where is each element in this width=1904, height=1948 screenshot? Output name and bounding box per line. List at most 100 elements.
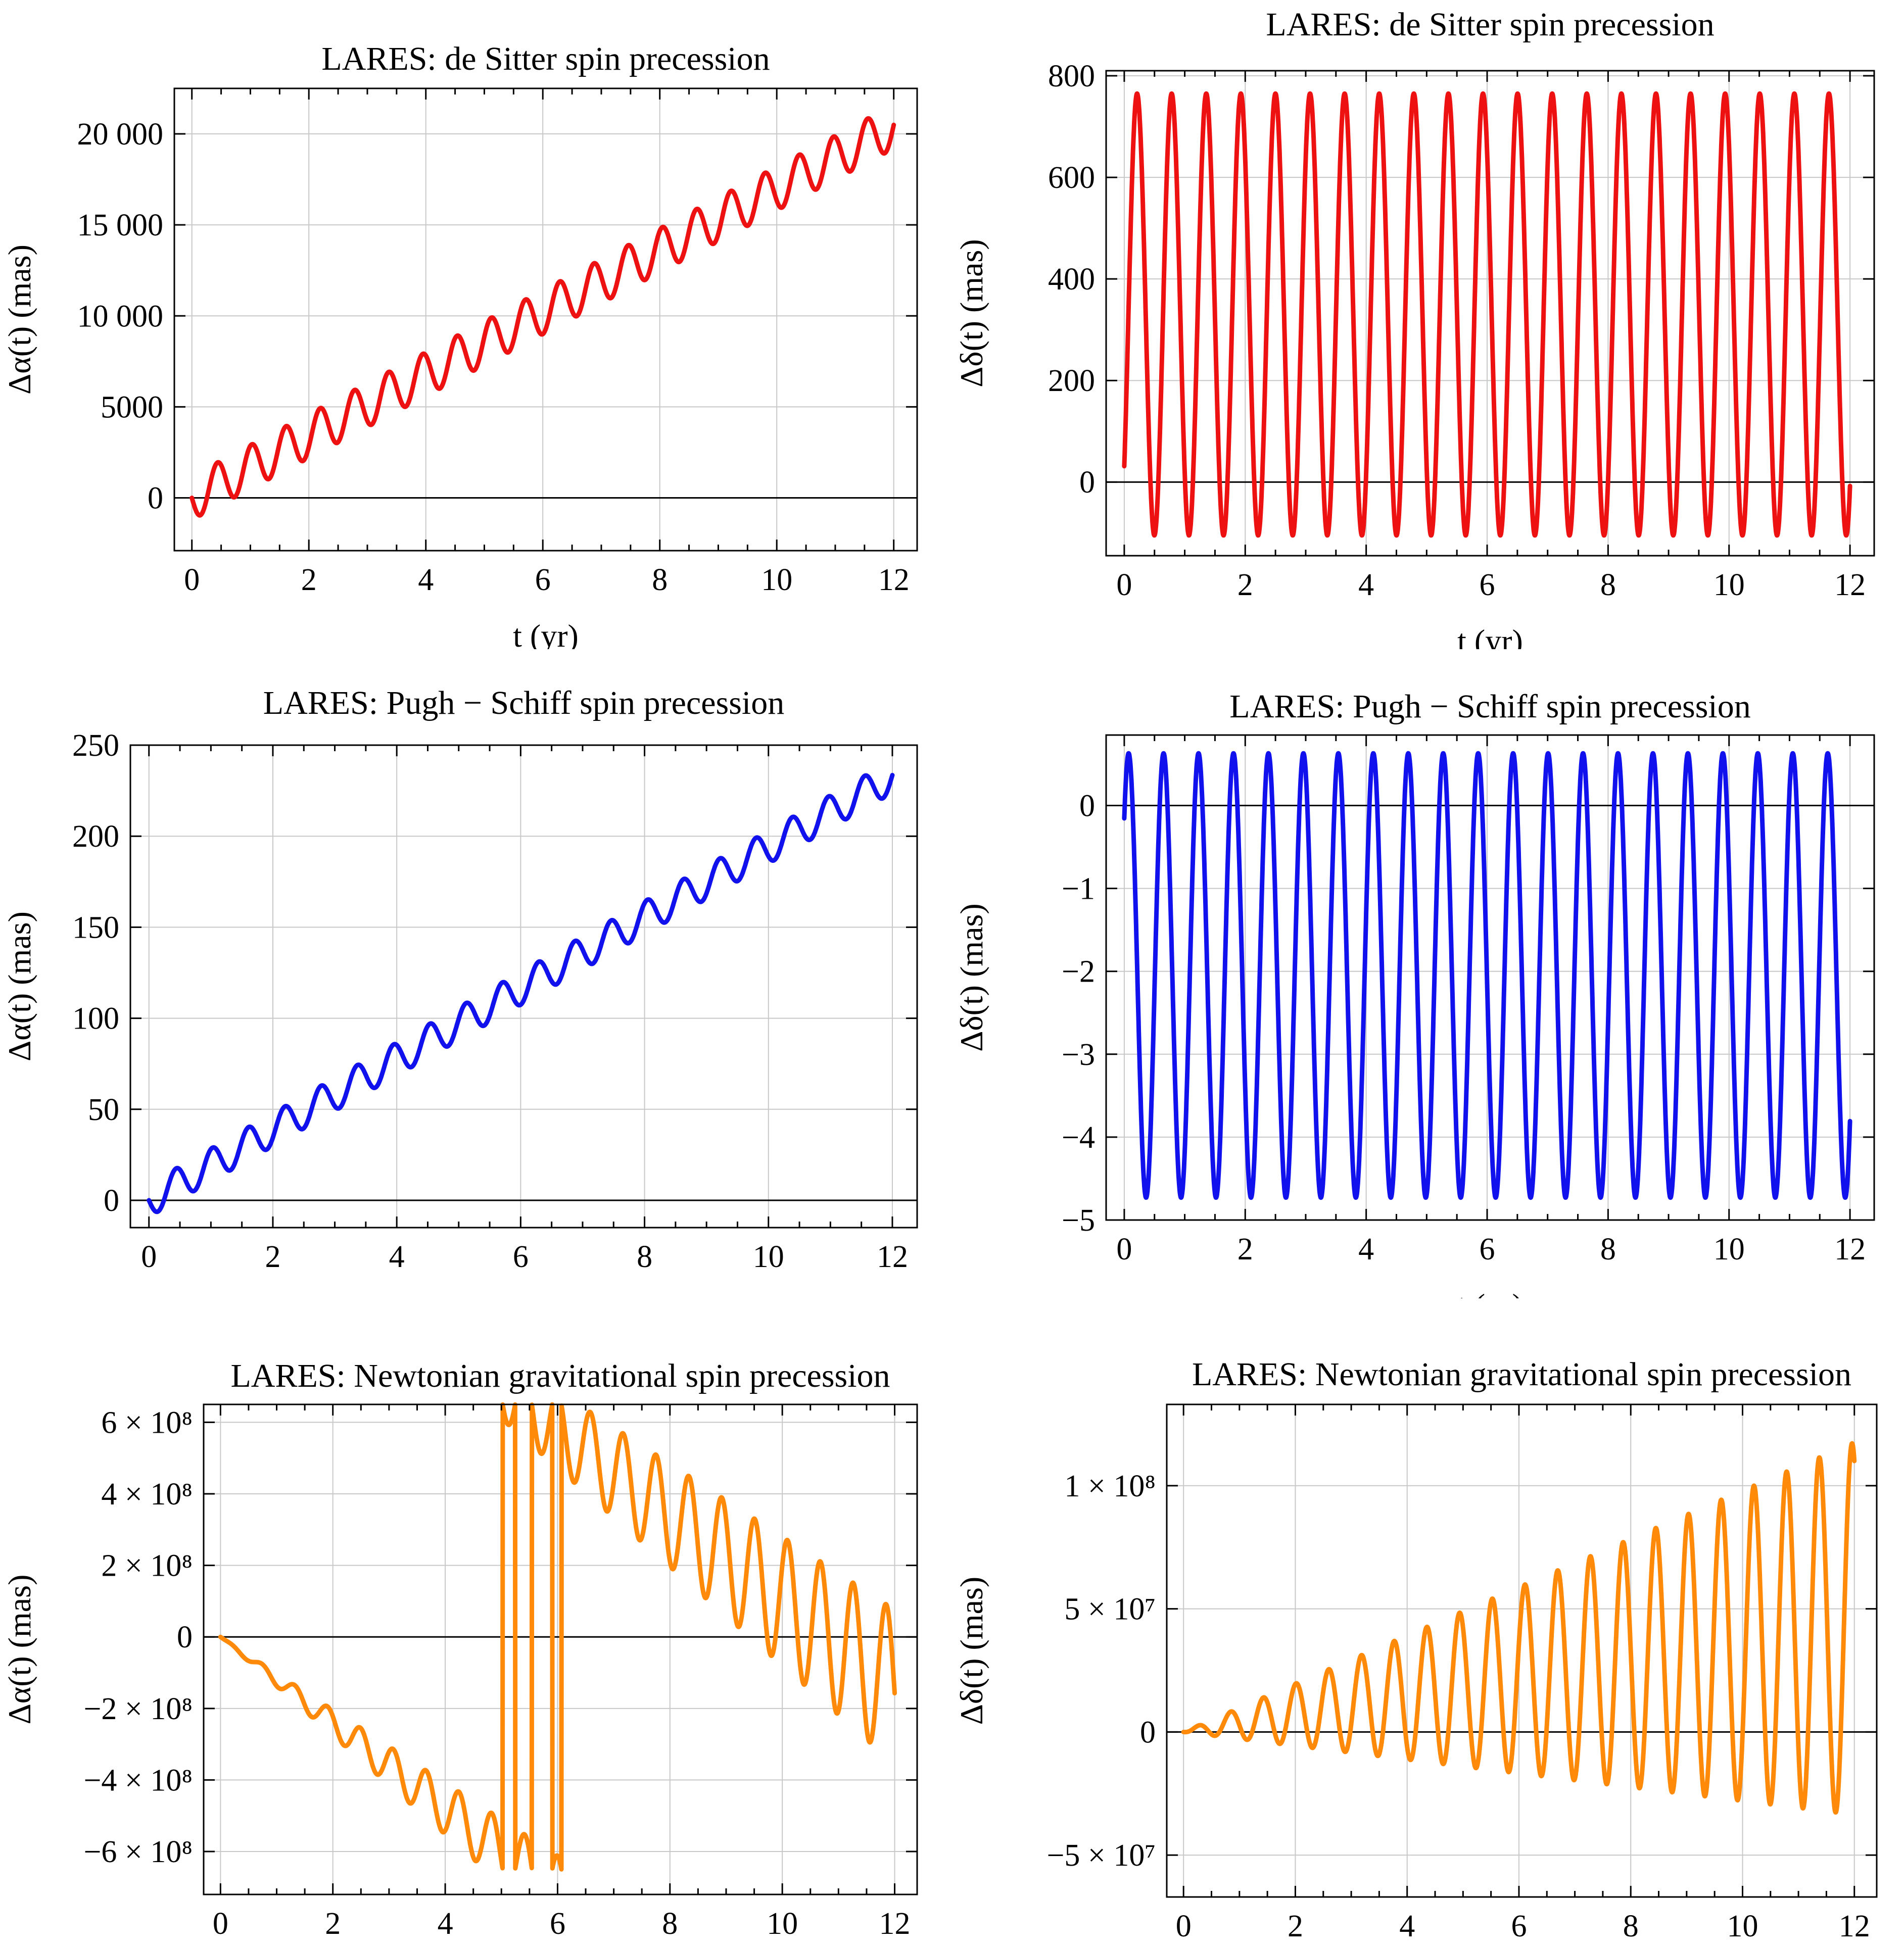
y-tick-label: 150 xyxy=(72,910,119,945)
x-tick-label: 8 xyxy=(1623,1909,1639,1943)
y-axis-label: Δα(t) (mas) xyxy=(2,245,37,395)
x-tick-label: 6 xyxy=(535,563,551,597)
chart-title: LARES: Newtonian gravitational spin prec… xyxy=(1192,1356,1851,1393)
y-tick-label: 100 xyxy=(72,1002,119,1036)
panel-ps-delta: LARES: Pugh − Schiff spin precession 0 2 4 6… xyxy=(954,688,1875,1298)
x-tick-label: 12 xyxy=(879,1907,911,1941)
y-axis-label: Δα(t) (mas) xyxy=(2,911,37,1061)
x-tick-label: 0 xyxy=(184,563,200,597)
y-tick-label: 0 xyxy=(1079,789,1095,823)
x-axis-label: t (yr) xyxy=(1457,1287,1523,1298)
y-tick-label: −2 × 10⁸ xyxy=(83,1692,193,1726)
y-tick-label: −4 × 10⁸ xyxy=(83,1763,193,1797)
y-tick-label: −5 xyxy=(1062,1203,1095,1238)
panel-nw-alpha: LARES: Newtonian gravitational spin prec… xyxy=(2,1357,918,1941)
x-tick-label: 4 xyxy=(389,1240,405,1274)
y-tick-label: −4 xyxy=(1062,1121,1095,1155)
x-tick-label: 0 xyxy=(1116,568,1132,602)
x-tick-label: 12 xyxy=(877,1240,908,1274)
y-tick-label: −6 × 10⁸ xyxy=(83,1835,193,1869)
plot-frame xyxy=(1105,734,1875,1221)
data-series-line xyxy=(1122,91,1852,538)
y-tick-label: −2 xyxy=(1062,955,1095,989)
x-tick-label: 2 xyxy=(301,563,317,597)
y-tick-label: 0 xyxy=(1079,465,1095,500)
panel-ps-alpha: LARES: Pugh − Schiff spin precession 0 2 4 6… xyxy=(2,685,918,1298)
x-tick-label: 12 xyxy=(1834,1232,1866,1267)
plot-frame xyxy=(173,87,918,552)
chart-title: LARES: Newtonian gravitational spin prec… xyxy=(230,1357,890,1394)
data-series-line xyxy=(189,116,896,518)
chart-title: LARES: de Sitter spin precession xyxy=(1266,6,1714,43)
data-series-line xyxy=(218,1402,897,1872)
x-tick-label: 4 xyxy=(1399,1909,1415,1943)
x-tick-label: 0 xyxy=(141,1240,157,1274)
y-tick-label: 15 000 xyxy=(77,208,164,242)
x-tick-label: 10 xyxy=(1727,1909,1758,1943)
x-axis-label: t (yr) xyxy=(513,618,579,649)
x-tick-label: 2 xyxy=(1237,568,1253,602)
x-tick-label: 0 xyxy=(213,1907,228,1941)
x-tick-label: 2 xyxy=(1237,1232,1253,1267)
x-tick-label: 8 xyxy=(662,1907,678,1941)
x-tick-label: 12 xyxy=(878,563,910,597)
x-tick-label: 10 xyxy=(1713,568,1745,602)
plot-frame xyxy=(1166,1403,1878,1898)
x-tick-label: 0 xyxy=(1176,1909,1192,1943)
data-series-line xyxy=(1122,751,1852,1200)
y-tick-label: 5 × 10⁷ xyxy=(1064,1592,1156,1627)
y-tick-label: −3 xyxy=(1062,1038,1095,1072)
y-axis-label: Δδ(t) (mas) xyxy=(954,1577,989,1725)
x-tick-label: 8 xyxy=(652,563,668,597)
y-tick-label: 0 xyxy=(148,481,163,516)
x-tick-label: 8 xyxy=(637,1240,652,1274)
x-tick-label: 6 xyxy=(513,1240,529,1274)
x-tick-label: 2 xyxy=(325,1907,341,1941)
chart-title: LARES: Pugh − Schiff spin precession xyxy=(1229,688,1750,725)
y-tick-label: 400 xyxy=(1048,262,1095,297)
y-tick-label: 6 × 10⁸ xyxy=(101,1405,193,1440)
y-tick-label: 200 xyxy=(72,819,119,854)
y-tick-label: −1 xyxy=(1062,872,1095,906)
y-tick-label: 5000 xyxy=(101,390,163,424)
plot-frame xyxy=(203,1403,918,1895)
x-tick-label: 8 xyxy=(1600,568,1616,602)
x-tick-label: 12 xyxy=(1839,1909,1870,1943)
y-tick-label: 0 xyxy=(1140,1715,1156,1749)
y-tick-label: −5 × 10⁷ xyxy=(1046,1838,1156,1873)
x-tick-label: 10 xyxy=(753,1240,784,1274)
x-tick-label: 6 xyxy=(550,1907,565,1941)
y-tick-label: 250 xyxy=(72,728,119,763)
x-tick-label: 10 xyxy=(767,1907,798,1941)
x-tick-label: 10 xyxy=(1713,1232,1745,1267)
y-tick-label: 200 xyxy=(1048,364,1095,398)
panel-nw-delta: LARES: Newtonian gravitational spin prec… xyxy=(954,1356,1878,1943)
y-tick-label: 20 000 xyxy=(77,117,164,152)
x-tick-label: 2 xyxy=(265,1240,280,1274)
y-tick-label: 4 × 10⁸ xyxy=(101,1477,193,1512)
y-axis-label: Δα(t) (mas) xyxy=(2,1575,37,1725)
y-axis-label: Δδ(t) (mas) xyxy=(954,239,989,387)
x-tick-label: 6 xyxy=(1511,1909,1527,1943)
x-tick-label: 6 xyxy=(1480,568,1495,602)
y-tick-label: 10 000 xyxy=(77,299,164,333)
y-tick-label: 600 xyxy=(1048,161,1095,195)
y-tick-label: 2 × 10⁸ xyxy=(101,1549,193,1583)
chart-title: LARES: Pugh − Schiff spin precession xyxy=(263,685,784,721)
y-tick-label: 0 xyxy=(177,1620,193,1654)
y-tick-label: 50 xyxy=(88,1093,119,1127)
y-tick-label: 800 xyxy=(1048,59,1095,93)
x-tick-label: 6 xyxy=(1480,1232,1495,1267)
x-tick-label: 4 xyxy=(438,1907,453,1941)
panel-ds-alpha: LARES: de Sitter spin precession 0 2 4 6 8 10 1… xyxy=(2,40,918,649)
data-series-line xyxy=(147,772,895,1214)
x-tick-label: 10 xyxy=(761,563,792,597)
x-tick-label: 0 xyxy=(1116,1232,1132,1267)
x-tick-label: 4 xyxy=(1358,568,1374,602)
x-tick-label: 4 xyxy=(418,563,434,597)
plot-frame xyxy=(129,744,918,1229)
x-tick-label: 12 xyxy=(1834,568,1866,602)
panel-ds-delta: LARES: de Sitter spin precession 0 2 4 6 8 10 1… xyxy=(954,6,1875,649)
x-tick-label: 2 xyxy=(1288,1909,1303,1943)
